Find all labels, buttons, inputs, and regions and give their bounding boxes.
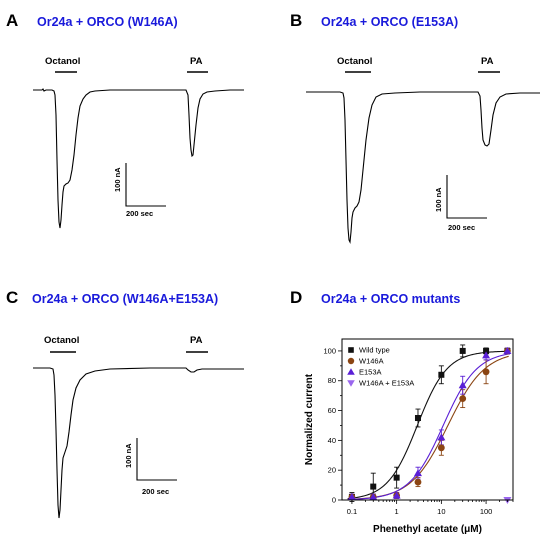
panel-c: C Or24a + ORCO (W146A+E153A) Octanol PA …	[6, 288, 244, 519]
data-point-w146a	[459, 395, 467, 403]
y-tick-label: 100	[323, 346, 336, 355]
data-point-wild-type	[483, 347, 490, 354]
legend-label-w146a: W146A	[359, 357, 384, 366]
panel-c-letter: C	[6, 288, 18, 307]
panel-c-pa-label: PA	[190, 335, 203, 346]
panel-c-octanol-label: Octanol	[44, 335, 79, 346]
legend-marker-wild-type	[348, 347, 354, 353]
dose-response-chart: 0.1 1 10 100 0 20 40 60 80 100 Phenethyl acetate…	[304, 338, 514, 535]
data-point-e153a	[437, 433, 446, 441]
chart-title: Or24a + ORCO mutants	[321, 292, 460, 306]
data-point-e153a	[482, 351, 491, 359]
legend: Wild type W146A E153A W146A + E153A	[347, 346, 414, 388]
legend-label-w146a-e153a: W146A + E153A	[359, 379, 414, 388]
x-tick-label: 10	[437, 507, 445, 516]
data-point-wild-type	[414, 415, 421, 422]
panel-b-title: Or24a + ORCO (E153A)	[321, 15, 458, 29]
panel-a-scale-y: 100 nA	[113, 167, 122, 192]
data-point-e153a	[458, 381, 467, 389]
data-point-e153a	[503, 346, 512, 354]
data-point-wild-type	[393, 474, 400, 481]
y-tick-label: 80	[328, 376, 336, 385]
panel-a-pa-label: PA	[190, 56, 203, 67]
data-point-e153a	[369, 493, 378, 501]
data-point-wild-type	[438, 371, 445, 378]
panel-a-scale-bar	[125, 163, 166, 207]
panel-c-scale-bar	[136, 438, 177, 481]
y-tick-label: 60	[328, 406, 336, 415]
panel-d: D Or24a + ORCO mutants 0.1 1 10 100 0 20 40 60…	[290, 288, 514, 535]
panel-b-current-trace	[306, 91, 540, 244]
data-point-e153a	[413, 469, 422, 477]
data-point-w146a	[482, 368, 490, 376]
legend-label-e153a: E153A	[359, 368, 382, 377]
data-point-e153a	[392, 491, 401, 499]
fit-curve-wild-type	[347, 350, 509, 500]
panel-b-octanol-label: Octanol	[337, 56, 372, 67]
panel-b-letter: B	[290, 11, 302, 30]
legend-marker-e153a	[347, 368, 355, 375]
data-point-wild-type	[370, 483, 377, 490]
panel-a-letter: A	[6, 11, 18, 30]
panel-c-current-trace	[33, 367, 244, 519]
panel-c-title: Or24a + ORCO (W146A+E153A)	[32, 292, 218, 306]
data-point-e153a	[347, 493, 356, 501]
panel-a-current-trace	[33, 88, 244, 229]
panel-b-scale-x: 200 sec	[448, 223, 475, 232]
y-tick-label: 0	[332, 496, 336, 505]
panel-b: B Or24a + ORCO (E153A) Octanol PA 100 nA…	[290, 11, 540, 244]
legend-marker-w146a-e153a	[347, 380, 355, 387]
panel-c-scale-x: 200 sec	[142, 487, 169, 496]
data-point-w146a	[437, 444, 445, 452]
x-tick-label: 100	[480, 507, 493, 516]
panel-a-scale-x: 200 sec	[126, 209, 153, 218]
panel-d-letter: D	[290, 288, 302, 307]
panel-b-scale-y: 100 nA	[434, 187, 443, 212]
legend-marker-w146a	[347, 357, 355, 365]
panel-a: A Or24a + ORCO (W146A) Octanol PA 100 nA…	[6, 11, 244, 229]
data-point-w146a	[414, 478, 422, 486]
panel-c-scale-y: 100 nA	[124, 443, 133, 468]
x-tick-label: 0.1	[347, 507, 357, 516]
y-tick-label: 20	[328, 466, 336, 475]
panel-a-title: Or24a + ORCO (W146A)	[37, 15, 178, 29]
x-tick-label: 1	[395, 507, 399, 516]
panel-a-octanol-label: Octanol	[45, 56, 80, 67]
y-tick-label: 40	[328, 436, 336, 445]
panel-b-scale-bar	[446, 175, 487, 219]
x-axis-label: Phenethyl acetate (μM)	[373, 524, 482, 535]
data-point-wild-type	[459, 347, 466, 354]
y-axis-label: Normalized current	[304, 373, 315, 465]
panel-b-pa-label: PA	[481, 56, 494, 67]
legend-label-wild-type: Wild type	[359, 346, 390, 355]
